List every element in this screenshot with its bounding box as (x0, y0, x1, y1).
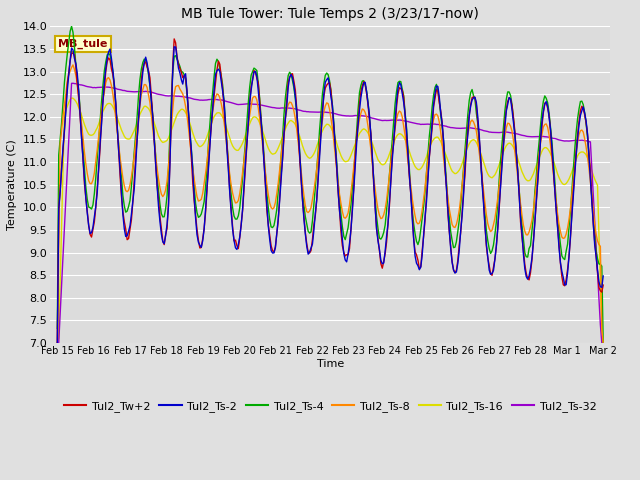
Legend: Tul2_Tw+2, Tul2_Ts-2, Tul2_Ts-4, Tul2_Ts-8, Tul2_Ts-16, Tul2_Ts-32: Tul2_Tw+2, Tul2_Ts-2, Tul2_Ts-4, Tul2_Ts… (60, 397, 601, 417)
X-axis label: Time: Time (317, 359, 344, 369)
Text: MB_tule: MB_tule (58, 39, 108, 49)
Y-axis label: Temperature (C): Temperature (C) (7, 139, 17, 230)
Title: MB Tule Tower: Tule Temps 2 (3/23/17-now): MB Tule Tower: Tule Temps 2 (3/23/17-now… (181, 7, 479, 21)
